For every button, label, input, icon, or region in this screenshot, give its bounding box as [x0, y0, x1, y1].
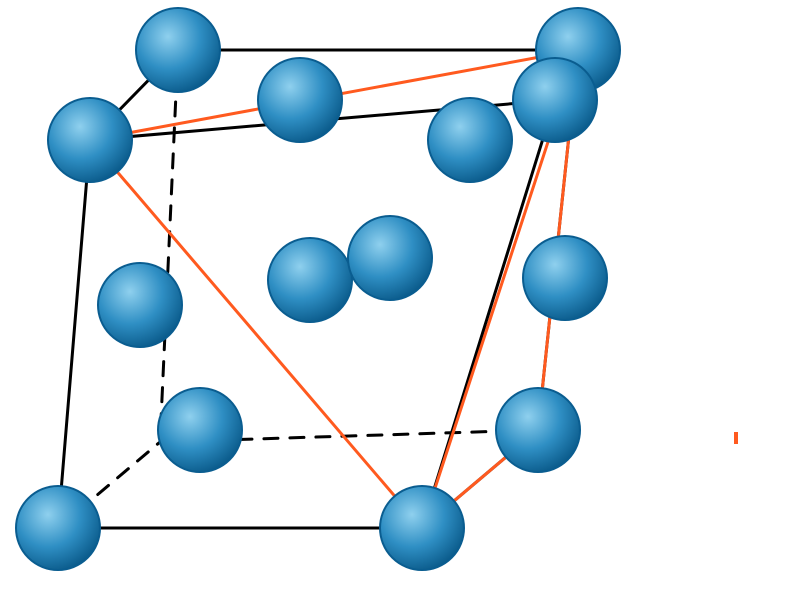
atom-fbl — [16, 486, 100, 570]
atom-center-1 — [268, 238, 352, 322]
atom-top-face-2 — [428, 98, 512, 182]
atom-btl — [136, 8, 220, 92]
atom-center-2 — [348, 216, 432, 300]
atom-fbr — [380, 486, 464, 570]
atom-ftl — [48, 98, 132, 182]
atom-top-face-1 — [258, 58, 342, 142]
atom-right-face — [523, 236, 607, 320]
accent-mark — [734, 432, 738, 444]
atom-ftr — [513, 58, 597, 142]
atom-left-face — [98, 263, 182, 347]
atom-bbr — [496, 388, 580, 472]
atom-lower-left — [158, 388, 242, 472]
crystal-lattice-diagram — [0, 0, 800, 600]
